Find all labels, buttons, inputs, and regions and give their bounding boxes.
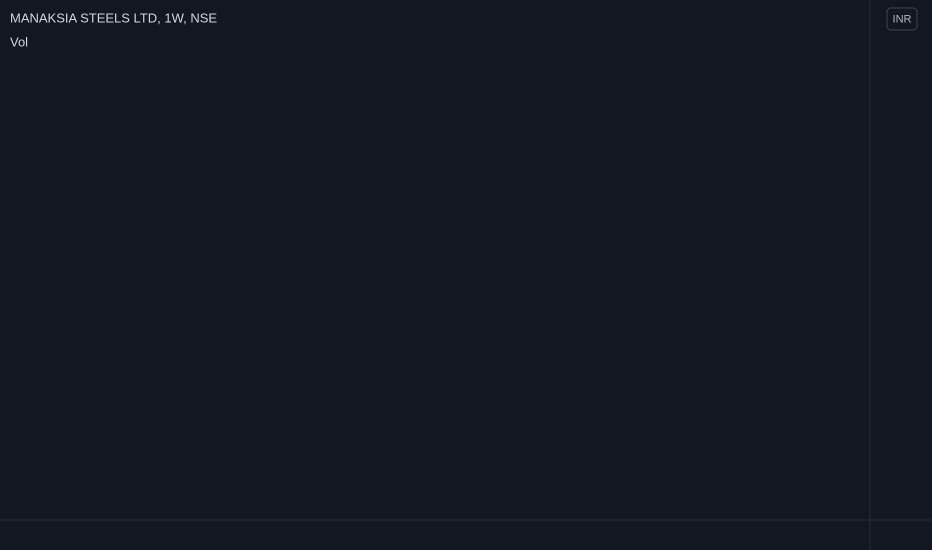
currency-label[interactable]: INR (893, 13, 912, 25)
volume-label: Vol (10, 34, 28, 49)
chart-title: MANAKSIA STEELS LTD, 1W, NSE (10, 10, 217, 25)
currency-button[interactable] (886, 7, 918, 31)
